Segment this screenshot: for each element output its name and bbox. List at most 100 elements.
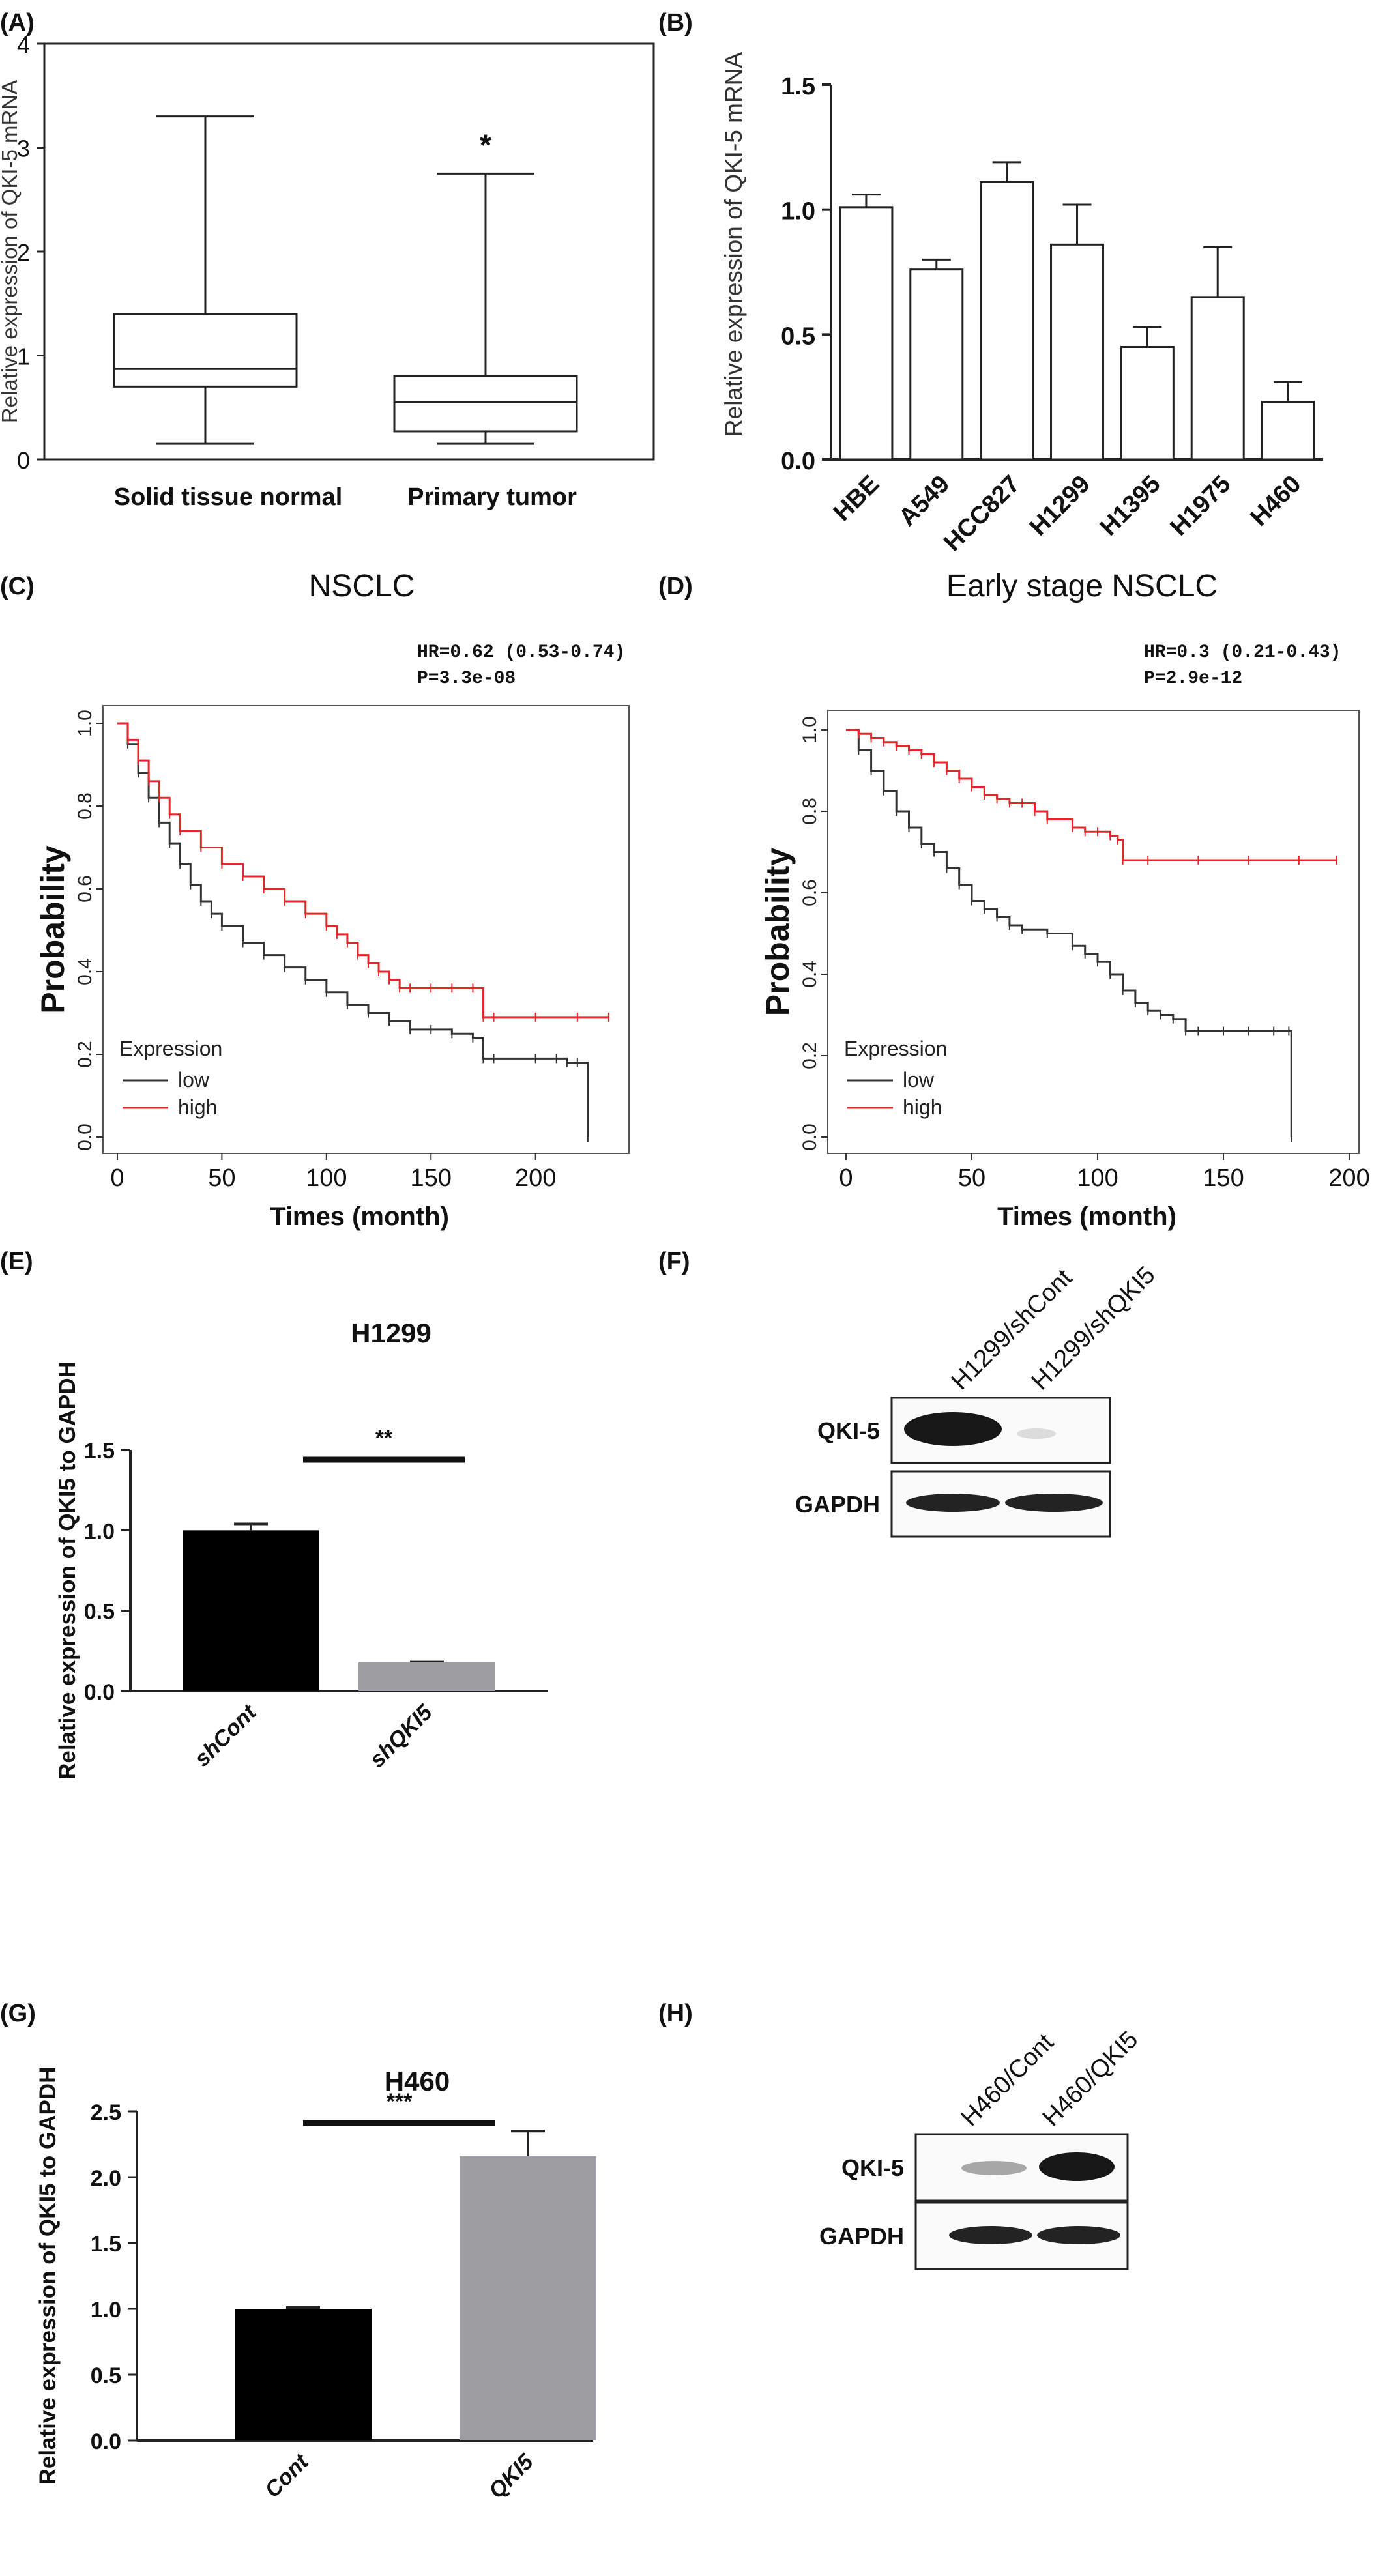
legend-title: Expression (844, 1037, 947, 1060)
x-category-label: HCC827 (939, 470, 1025, 557)
protein-band (906, 1494, 1000, 1512)
protein-band (1017, 1428, 1056, 1439)
y-tick-label: 2.5 (91, 2100, 121, 2125)
legend-entry: high (903, 1095, 942, 1119)
panel-d: (D) Early stage NSCLC 0.0 0.2 0.4 0.6 0.8 1.0 0 5… (658, 569, 1370, 1231)
p-value-text: P=3.3e-08 (417, 669, 516, 689)
chart-title: H1299 (351, 1318, 431, 1348)
y-tick-label: 0.6 (74, 875, 96, 903)
y-tick-label: 2 (17, 239, 30, 266)
plot-frame (102, 705, 630, 1154)
panel-label: (D) (658, 573, 693, 600)
hazard-ratio-text: HR=0.3 (0.21-0.43) (1144, 643, 1341, 663)
legend-entry: low (903, 1068, 935, 1092)
survival-curve-high (846, 729, 1337, 861)
row-label: GAPDH (795, 1491, 880, 1518)
y-tick-label: 4 (17, 31, 30, 58)
panel-label: (E) (0, 1248, 33, 1275)
significance-marker: ** (375, 1426, 393, 1451)
x-tick-label: 200 (1328, 1165, 1369, 1192)
panel-label: (C) (0, 573, 35, 600)
bar (235, 2309, 372, 2440)
panel-a: (A) 0 1 2 3 4 Relative expression of QKI-5 mRN… (0, 9, 655, 511)
x-axis-label: Times (month) (997, 1202, 1176, 1231)
x-category-label: Primary tumor (407, 484, 577, 511)
y-tick-label: 0.0 (781, 448, 815, 475)
y-tick-label: 0 (17, 447, 30, 474)
x-tick-label: 100 (306, 1165, 347, 1192)
y-tick-label: 2.0 (91, 2166, 121, 2191)
y-tick-label: 1.0 (91, 2298, 121, 2323)
bar (358, 1662, 495, 1691)
y-tick-label: 1 (17, 343, 30, 370)
legend-entry: high (178, 1095, 218, 1119)
box-iqr (393, 375, 578, 433)
x-tick-label: 0 (839, 1165, 853, 1192)
y-tick-label: 1.0 (781, 198, 815, 225)
chart-title: NSCLC (309, 569, 415, 603)
x-category-label: H1395 (1095, 470, 1166, 542)
x-category-label: A549 (894, 470, 955, 532)
x-category-label: QKI5 (484, 2449, 539, 2504)
x-tick-label: 50 (208, 1165, 235, 1192)
y-tick-label: 0.0 (84, 1680, 115, 1705)
legend-title: Expression (119, 1037, 222, 1060)
y-axis-label: Relative expression of QKI5 to GAPDH (55, 1361, 80, 1780)
significance-marker: * (480, 128, 491, 162)
protein-band (949, 2226, 1032, 2244)
x-category-label: HBE (828, 470, 884, 527)
x-tick-label: 150 (1203, 1165, 1244, 1192)
panel-b: (B) 0.0 0.5 1.0 1.5 Relative expression of QK… (658, 9, 1323, 557)
legend-entry: low (178, 1068, 210, 1092)
panel-label: (A) (0, 9, 35, 36)
y-tick-label: 3 (17, 136, 30, 162)
y-axis-label: Probability (35, 845, 71, 1014)
y-axis-label: Relative expression of QKI-5 mRNA (720, 52, 747, 437)
bar (1190, 296, 1245, 461)
x-category-label: shCont (190, 1700, 262, 1772)
hazard-ratio-text: HR=0.62 (0.53-0.74) (417, 643, 625, 663)
x-tick-label: 200 (515, 1165, 556, 1192)
bar (1120, 346, 1175, 461)
survival-curve-low (117, 722, 589, 1137)
y-tick-label: 0.5 (91, 2364, 121, 2388)
protein-band (1005, 1494, 1103, 1512)
x-category-label: H1975 (1165, 470, 1236, 542)
protein-band (904, 1412, 1002, 1446)
panel-g: (G) H460 0.0 0.5 1.0 1.5 2.0 2.5 Relative expres… (0, 2000, 596, 2504)
y-tick-label: 0.4 (799, 961, 821, 988)
y-tick-label: 1.0 (799, 716, 821, 744)
panel-c: (C) NSCLC 0.0 0.2 0.4 0.6 0.8 1.0 0 50 100 150 200 Pr… (0, 569, 630, 1231)
x-category-label: H1299 (1025, 470, 1096, 542)
x-category-label: H460 (1246, 470, 1307, 532)
y-tick-label: 1.0 (74, 710, 96, 737)
y-axis-label: Relative expression of QKI-5 mRNA (0, 80, 22, 423)
bar (1050, 243, 1104, 461)
bar (460, 2156, 596, 2440)
y-tick-label: 0.2 (74, 1041, 96, 1068)
y-tick-label: 1.5 (91, 2232, 121, 2257)
y-tick-label: 0.0 (799, 1123, 821, 1151)
y-axis-label: Relative expression of QKI5 to GAPDH (35, 2067, 61, 2485)
x-tick-label: 100 (1077, 1165, 1118, 1192)
y-tick-label: 1.5 (84, 1439, 115, 1464)
y-tick-label: 0.4 (74, 958, 96, 985)
y-tick-label: 1.5 (781, 73, 815, 100)
x-axis-label: Times (month) (270, 1202, 449, 1231)
box-iqr (113, 313, 298, 388)
y-tick-label: 0.2 (799, 1042, 821, 1069)
panel-label: (B) (658, 9, 693, 36)
bar (980, 181, 1034, 461)
panel-label: (G) (0, 2000, 36, 2027)
x-tick-label: 50 (958, 1165, 986, 1192)
row-label: GAPDH (819, 2223, 904, 2250)
y-tick-label: 0.5 (781, 323, 815, 350)
y-tick-label: 1.0 (84, 1519, 115, 1544)
row-label: QKI-5 (817, 1417, 880, 1444)
y-tick-label: 0.5 (84, 1600, 115, 1625)
